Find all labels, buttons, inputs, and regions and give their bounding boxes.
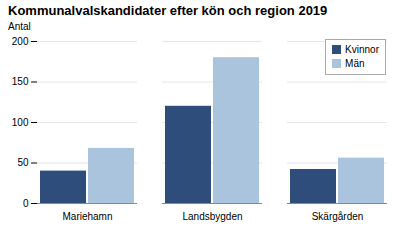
html-text:Kommunalvalskandidater efter k: Kommunalvalskandidater efter kön och reg…: [8, 3, 328, 18]
svg-text:Landsbygden: Landsbygden: [182, 211, 242, 222]
svg-text:0: 0: [23, 198, 29, 209]
svg-text:200: 200: [12, 36, 29, 47]
html-text:Antal: Antal: [8, 21, 31, 32]
svg-text:50: 50: [17, 157, 29, 168]
svg-text:100: 100: [12, 117, 29, 128]
svg-text:Mariehamn: Mariehamn: [62, 211, 112, 222]
html-text:Män: Män: [345, 58, 365, 69]
html-text:Kvinnor: Kvinnor: [345, 44, 379, 55]
svg-text:150: 150: [12, 76, 29, 87]
svg-text:Skärgården: Skärgården: [312, 211, 364, 222]
